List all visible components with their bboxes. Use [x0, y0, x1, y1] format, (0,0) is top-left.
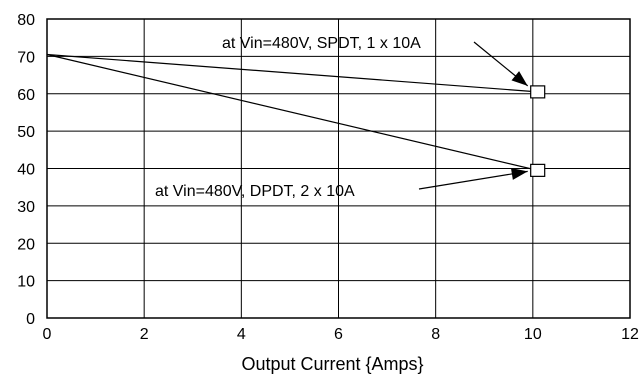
x-tick-label-5: 10 [524, 326, 542, 343]
series-line-0 [46, 53, 538, 93]
y-tick-label-6: 60 [17, 87, 35, 104]
callout-line-dpdt [418, 170, 528, 190]
y-tick-label-0: 0 [26, 311, 35, 328]
y-tick-label-7: 70 [17, 49, 35, 66]
series-group [46, 53, 546, 177]
x-tick-label-3: 6 [334, 326, 343, 343]
x-axis-title: Output Current {Amps} [241, 354, 423, 374]
y-tick-label-4: 40 [17, 162, 35, 179]
series-marker-1 [530, 163, 546, 177]
y-tick-label-5: 50 [17, 124, 35, 141]
x-tick-label-2: 4 [237, 326, 246, 343]
x-tick-label-6: 12 [621, 326, 639, 343]
series-marker-0 [530, 85, 546, 99]
arrowhead-dpdt [510, 168, 528, 180]
y-tick-label-8: 80 [17, 12, 35, 29]
series-line-1 [46, 53, 538, 171]
annotation-dpdt: at Vin=480V, DPDT, 2 x 10A [155, 183, 355, 200]
x-tick-label-4: 8 [431, 326, 440, 343]
annotation-spdt: at Vin=480V, SPDT, 1 x 10A [222, 35, 421, 52]
tick-labels: 0 2 4 6 8 10 12 0 10 20 30 40 50 60 70 80 [17, 12, 639, 343]
plot-frame [46, 18, 631, 319]
arrowhead-spdt [511, 71, 528, 86]
x-tick-label-1: 2 [140, 326, 149, 343]
y-tick-label-1: 10 [17, 274, 35, 291]
x-tick-label-0: 0 [43, 326, 52, 343]
y-tick-label-3: 30 [17, 199, 35, 216]
y-tick-label-2: 20 [17, 236, 35, 253]
